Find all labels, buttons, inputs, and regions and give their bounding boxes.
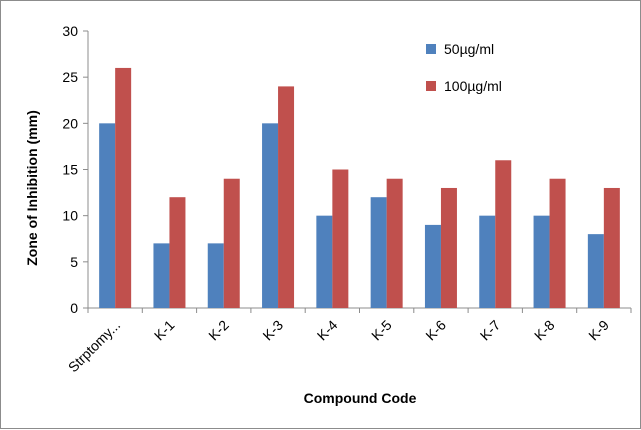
y-axis: 0 5 10 15 20 25 30 <box>62 23 89 316</box>
x-tick-label: K-1 <box>151 317 178 344</box>
legend: 50µg/ml 100µg/ml <box>426 41 502 94</box>
bar-100-k-9 <box>603 187 620 308</box>
bar-50-k-3 <box>262 123 279 308</box>
legend-label-50: 50µg/ml <box>444 41 494 57</box>
bar-100-k-3 <box>278 86 295 309</box>
bar-100-k-1 <box>169 197 186 308</box>
x-tick-label: K-8 <box>531 317 558 344</box>
bar-100-k-5 <box>386 178 403 308</box>
legend-label-100: 100µg/ml <box>444 78 502 94</box>
bar-50-k-5 <box>370 197 387 308</box>
bar-100-k-6 <box>440 187 457 308</box>
bar-100-k-7 <box>495 160 512 308</box>
bar-100-strptomy- <box>115 67 132 308</box>
x-tick-label: K-2 <box>205 317 232 344</box>
y-axis-title: Zone of Inhibition (mm) <box>24 110 40 266</box>
y-tick-label: 30 <box>62 23 78 39</box>
x-axis: Strptomy... K-1 K-2 K-3 K-4 K-5 K-6 K-7 K-8 K-9 <box>65 307 632 375</box>
x-tick-label: K-4 <box>314 317 341 344</box>
bar-50-k-2 <box>207 243 224 308</box>
x-tick-label: K-3 <box>259 317 286 344</box>
x-tick-label: K-9 <box>585 317 612 344</box>
y-tick-label: 20 <box>62 115 78 131</box>
bar-100-k-2 <box>223 178 240 308</box>
bars <box>99 67 620 309</box>
bar-50-k-7 <box>479 215 496 308</box>
x-axis-title: Compound Code <box>304 390 417 406</box>
x-tick-label: Strptomy... <box>65 317 123 375</box>
bar-50-k-4 <box>316 215 333 308</box>
bar-50-k-8 <box>533 215 550 308</box>
bar-50-strptomy- <box>99 123 116 308</box>
legend-swatch-50 <box>426 44 436 54</box>
bar-50-k-1 <box>153 243 170 308</box>
x-tick-label: K-5 <box>368 317 395 344</box>
bar-100-k-8 <box>549 178 566 308</box>
x-tick-label: K-6 <box>422 317 449 344</box>
x-tick-label: K-7 <box>477 317 504 344</box>
y-tick-label: 10 <box>62 208 78 224</box>
y-tick-label: 25 <box>62 69 78 85</box>
bar-50-k-6 <box>424 224 441 308</box>
y-tick-label: 5 <box>70 254 78 270</box>
y-tick-label: 15 <box>62 162 78 178</box>
legend-swatch-100 <box>426 81 436 91</box>
bar-50-k-9 <box>587 234 604 308</box>
y-tick-label: 0 <box>70 300 78 316</box>
bar-100-k-4 <box>332 169 349 308</box>
